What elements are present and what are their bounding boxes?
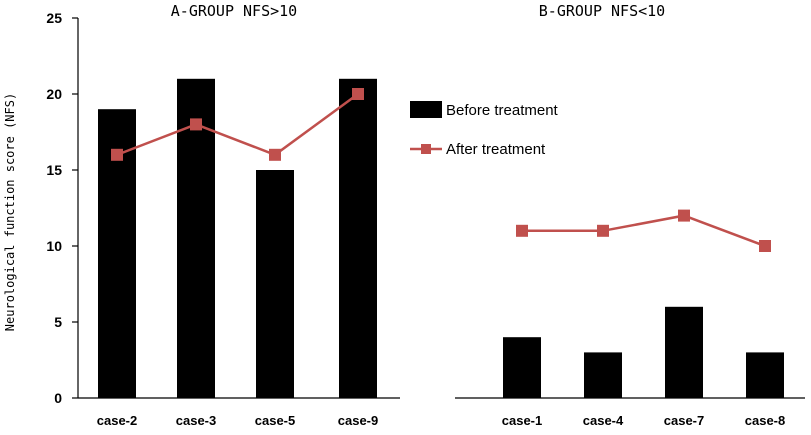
bar-case-7 — [665, 306, 703, 398]
x-tick-label-case-3: case-3 — [176, 413, 216, 428]
y-ticks: 0 5 10 15 20 25 — [46, 10, 78, 406]
after-marker-case-9 — [352, 88, 364, 100]
after-marker-case-1 — [516, 224, 528, 237]
legend-before-label: Before treatment — [446, 102, 559, 119]
panel-b-title: B-GROUP NFS<10 — [539, 2, 665, 20]
after-marker-case-8 — [759, 240, 771, 252]
after-marker-case-2 — [111, 148, 123, 161]
x-tick-label-case-4: case-4 — [583, 413, 624, 428]
y-tick-label: 15 — [46, 162, 62, 178]
x-tick-label-case-9: case-9 — [338, 413, 378, 428]
x-tick-label-case-2: case-2 — [97, 413, 137, 428]
after-treatment-line-panel-b — [522, 214, 766, 248]
bar-case-4 — [584, 352, 622, 398]
bar-case-5 — [256, 170, 294, 398]
x-tick-label-case-5: case-5 — [255, 413, 295, 428]
legend: Before treatment After treatment — [410, 101, 559, 158]
y-tick-label: 5 — [54, 314, 62, 330]
bar-case-8 — [746, 352, 784, 398]
y-tick-label: 0 — [54, 390, 62, 406]
chart-marks: case-2 case-3 case-5 case-9 case-1 case-4 case… — [97, 78, 785, 428]
after-marker-case-3 — [190, 118, 202, 131]
bar-case-3 — [177, 78, 215, 399]
after-marker-case-7 — [678, 209, 690, 222]
legend-before-swatch — [410, 101, 442, 118]
y-tick-label: 10 — [46, 238, 62, 254]
after-marker-case-4 — [597, 224, 609, 237]
x-tick-label-case-1: case-1 — [502, 413, 542, 428]
x-tick-label-case-7: case-7 — [664, 413, 704, 428]
bar-case-9 — [339, 78, 377, 399]
legend-after-label: After treatment — [446, 141, 546, 158]
after-treatment-line-panel-a — [116, 92, 359, 157]
y-axis-label: Neurological function score (NFS) — [3, 93, 17, 331]
bar-case-1 — [503, 337, 541, 398]
after-marker-case-5 — [269, 148, 281, 161]
panel-a-title: A-GROUP NFS>10 — [171, 2, 297, 20]
x-tick-label-case-8: case-8 — [745, 413, 785, 428]
y-tick-label: 20 — [46, 86, 62, 102]
legend-after-marker — [421, 144, 431, 154]
y-tick-label: 25 — [46, 10, 62, 26]
